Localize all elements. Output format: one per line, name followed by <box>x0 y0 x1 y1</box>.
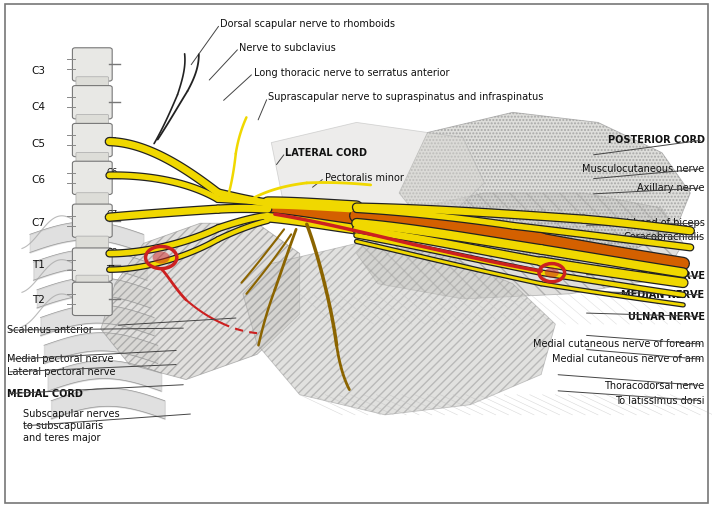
Text: To latissimus dorsi: To latissimus dorsi <box>615 396 704 406</box>
Polygon shape <box>243 243 555 415</box>
Text: Medial cutaneous nerve of arm: Medial cutaneous nerve of arm <box>553 354 704 365</box>
Text: Short head of biceps: Short head of biceps <box>604 218 704 228</box>
Text: C4: C4 <box>31 102 46 112</box>
Text: Nerve to subclavius: Nerve to subclavius <box>240 43 336 53</box>
FancyBboxPatch shape <box>73 48 112 81</box>
Text: T2: T2 <box>33 295 46 305</box>
Text: Axillary nerve: Axillary nerve <box>637 183 704 193</box>
Text: POSTERIOR CORD: POSTERIOR CORD <box>607 135 704 145</box>
Text: Subscapular nerves
to subscapularis
and teres major: Subscapular nerves to subscapularis and … <box>23 409 119 443</box>
FancyBboxPatch shape <box>73 161 112 195</box>
Text: Medial cutaneous nerve of forearm: Medial cutaneous nerve of forearm <box>533 339 704 349</box>
FancyBboxPatch shape <box>76 236 108 249</box>
FancyBboxPatch shape <box>76 77 108 90</box>
FancyBboxPatch shape <box>76 275 108 288</box>
Text: Dorsal scapular nerve to rhomboids: Dorsal scapular nerve to rhomboids <box>220 19 395 29</box>
FancyBboxPatch shape <box>73 248 112 281</box>
Text: MEDIAN NERVE: MEDIAN NERVE <box>622 290 704 300</box>
FancyBboxPatch shape <box>76 193 108 206</box>
Text: C3: C3 <box>31 66 46 76</box>
Text: Thoracodorsal nerve: Thoracodorsal nerve <box>604 381 704 390</box>
Text: C7: C7 <box>106 210 118 219</box>
Text: C8: C8 <box>106 248 118 257</box>
FancyBboxPatch shape <box>73 86 112 119</box>
Polygon shape <box>356 193 683 299</box>
Text: ULNAR NERVE: ULNAR NERVE <box>627 311 704 321</box>
Polygon shape <box>399 113 690 264</box>
Text: C6: C6 <box>31 175 46 186</box>
Text: Lateral pectoral nerve: Lateral pectoral nerve <box>7 367 116 377</box>
Text: RADIAL NERVE: RADIAL NERVE <box>625 271 704 281</box>
Text: Musculocutaneous nerve: Musculocutaneous nerve <box>583 164 704 174</box>
Circle shape <box>545 268 559 278</box>
Polygon shape <box>271 122 484 233</box>
FancyBboxPatch shape <box>73 204 112 237</box>
FancyBboxPatch shape <box>73 282 112 315</box>
Text: T1: T1 <box>33 260 46 270</box>
FancyBboxPatch shape <box>73 123 112 157</box>
Text: C6: C6 <box>106 168 118 177</box>
Polygon shape <box>101 223 299 380</box>
Text: Pectoralis minor: Pectoralis minor <box>324 173 404 183</box>
Text: Long thoracic nerve to serratus anterior: Long thoracic nerve to serratus anterior <box>254 68 449 78</box>
Text: Medial pectoral nerve: Medial pectoral nerve <box>7 354 113 365</box>
Circle shape <box>153 251 170 264</box>
Text: C5: C5 <box>106 137 118 146</box>
Text: Coracobrachialis: Coracobrachialis <box>623 232 704 242</box>
Text: C7: C7 <box>31 218 46 228</box>
Text: T1: T1 <box>106 265 117 274</box>
Text: LATERAL CORD: LATERAL CORD <box>285 148 367 158</box>
Text: MEDIAL CORD: MEDIAL CORD <box>7 389 83 399</box>
Text: Scalenus anterior: Scalenus anterior <box>7 325 93 335</box>
FancyBboxPatch shape <box>76 115 108 128</box>
Text: Suprascapular nerve to supraspinatus and infraspinatus: Suprascapular nerve to supraspinatus and… <box>267 92 543 102</box>
Text: C5: C5 <box>31 138 46 149</box>
FancyBboxPatch shape <box>76 153 108 165</box>
